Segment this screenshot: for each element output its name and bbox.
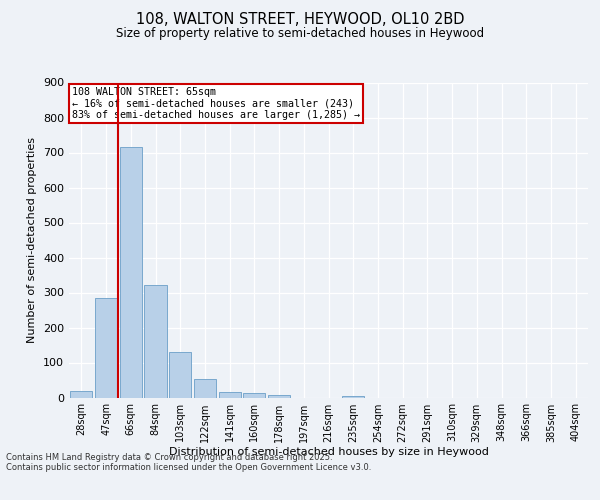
Bar: [145, 285, 167, 398]
Text: Contains HM Land Registry data © Crown copyright and database right 2025.: Contains HM Land Registry data © Crown c…: [6, 454, 332, 462]
Bar: [268, 395, 290, 398]
X-axis label: Distribution of semi-detached houses by size in Heywood: Distribution of semi-detached houses by …: [169, 448, 488, 458]
Bar: [95, 298, 117, 398]
Text: 108 WALTON STREET: 65sqm
← 16% of semi-detached houses are smaller (243)
83% of : 108 WALTON STREET: 65sqm ← 16% of semi-d…: [71, 87, 359, 120]
Bar: [119, 147, 142, 398]
Text: Contains public sector information licensed under the Open Government Licence v3: Contains public sector information licen…: [6, 464, 371, 472]
Bar: [70, 390, 92, 398]
Bar: [218, 392, 241, 398]
Bar: [342, 396, 364, 398]
Text: 108, WALTON STREET, HEYWOOD, OL10 2BD: 108, WALTON STREET, HEYWOOD, OL10 2BD: [136, 12, 464, 28]
Bar: [243, 394, 265, 398]
Y-axis label: Number of semi-detached properties: Number of semi-detached properties: [28, 137, 37, 343]
Bar: [169, 352, 191, 398]
Text: Size of property relative to semi-detached houses in Heywood: Size of property relative to semi-detach…: [116, 28, 484, 40]
Bar: [194, 380, 216, 398]
